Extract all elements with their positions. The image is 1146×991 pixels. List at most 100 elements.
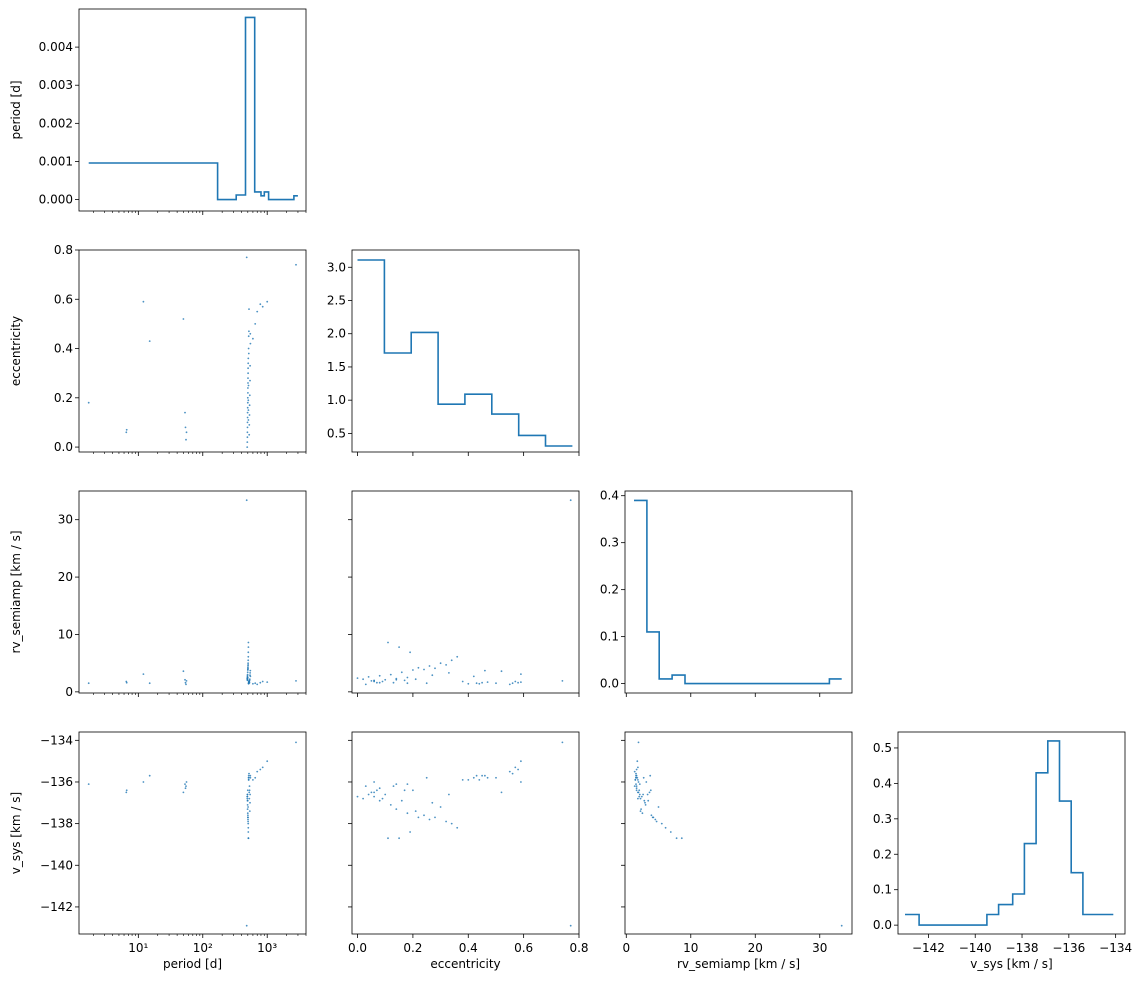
scatter-point (247, 372, 250, 375)
scatter-point (635, 768, 638, 771)
histogram-step-eccentricity (357, 259, 573, 447)
x-tick-label: 10² (193, 941, 213, 955)
scatter-point (635, 787, 638, 790)
scatter-point (247, 367, 250, 370)
scatter-point (261, 766, 264, 769)
scatter-point (840, 924, 843, 927)
scatter-point (247, 651, 250, 654)
scatter-point (406, 812, 409, 815)
scatter-point (247, 837, 250, 840)
scatter-point (637, 791, 640, 794)
y-tick-label: 0.004 (39, 40, 73, 54)
y-tick-label: −142 (40, 900, 73, 914)
x-tick-label: −136 (1052, 941, 1085, 955)
scatter-point (384, 793, 387, 796)
scatter-point (125, 789, 128, 792)
scatter-point (248, 776, 250, 779)
scatter-point (637, 779, 639, 781)
scatter-point (373, 791, 375, 794)
scatter-point (249, 379, 251, 382)
scatter-point (184, 681, 187, 684)
x-axis-label: v_sys [km / s] (970, 957, 1052, 971)
scatter-point (434, 816, 436, 819)
y-tick-label: 0.1 (600, 630, 619, 644)
y-tick-label: 0.5 (327, 426, 346, 440)
scatter-point (252, 779, 254, 781)
scatter-point (249, 672, 252, 674)
scatter-point (389, 673, 392, 676)
y-tick-label: 0.001 (39, 154, 73, 168)
scatter-point (248, 772, 250, 775)
scatter-point (185, 683, 187, 686)
scatter-point (367, 793, 370, 796)
y-axis-label: eccentricity (9, 316, 23, 386)
scatter-point (254, 323, 257, 325)
scatter-point (445, 664, 447, 666)
panel-rv_semiamp-vs-period (75, 490, 307, 697)
scatter-point (246, 416, 249, 419)
scatter-point (450, 822, 453, 825)
scatter-point (142, 673, 145, 675)
scatter-point (249, 364, 252, 367)
axes-frame (78, 490, 307, 694)
scatter-point (431, 801, 434, 804)
x-tick-label: 10³ (257, 941, 277, 955)
x-tick-label: 0.0 (348, 941, 367, 955)
scatter-point (254, 682, 257, 685)
scatter-point (500, 670, 503, 673)
scatter-point (370, 680, 373, 682)
y-tick-label: 2.5 (327, 294, 346, 308)
scatter-point (249, 332, 252, 335)
scatter-point (247, 335, 250, 338)
scatter-point (395, 677, 398, 680)
axes-frame (624, 490, 853, 694)
x-tick-label: −138 (1006, 941, 1039, 955)
axes-frame (624, 731, 853, 935)
scatter-point (246, 446, 249, 448)
scatter-point (248, 681, 251, 684)
scatter-point (486, 681, 489, 683)
scatter-point (247, 662, 250, 665)
scatter-point (461, 779, 464, 781)
y-tick-label: 0.3 (600, 536, 619, 550)
scatter-point (637, 741, 640, 744)
scatter-point (646, 793, 649, 796)
scatter-point (423, 814, 425, 817)
y-tick-label: 30 (58, 513, 73, 527)
scatter-point (675, 837, 678, 840)
scatter-point (184, 411, 186, 414)
scatter-point (378, 681, 381, 684)
scatter-point (639, 797, 642, 800)
scatter-point (125, 791, 128, 794)
scatter-point (248, 308, 250, 310)
scatter-point (182, 318, 185, 320)
scatter-point (185, 785, 187, 787)
scatter-point (295, 680, 297, 682)
scatter-point (87, 401, 90, 404)
scatter-point (246, 799, 249, 802)
scatter-point (356, 795, 359, 798)
scatter-point (636, 760, 639, 763)
x-tick-label: 10 (683, 941, 698, 955)
scatter-point (428, 818, 431, 821)
scatter-point (561, 680, 564, 682)
scatter-point (638, 793, 641, 796)
scatter-point (520, 681, 522, 683)
axes-frame (78, 8, 307, 212)
scatter-point (248, 797, 251, 800)
scatter-point (247, 362, 250, 365)
y-tick-label: 1.5 (327, 360, 346, 374)
x-axis-label: period [d] (163, 957, 222, 971)
y-axis-label: rv_semiamp [km / s] (9, 530, 23, 653)
scatter-point (635, 776, 637, 779)
scatter-point (249, 793, 252, 796)
scatter-point (417, 666, 420, 669)
scatter-point (514, 766, 517, 769)
scatter-point (295, 741, 297, 744)
scatter-point (248, 789, 251, 792)
scatter-point (248, 791, 251, 794)
scatter-point (664, 826, 667, 829)
y-tick-label: 0.0 (873, 918, 892, 932)
scatter-point (373, 679, 375, 682)
scatter-point (247, 826, 250, 829)
